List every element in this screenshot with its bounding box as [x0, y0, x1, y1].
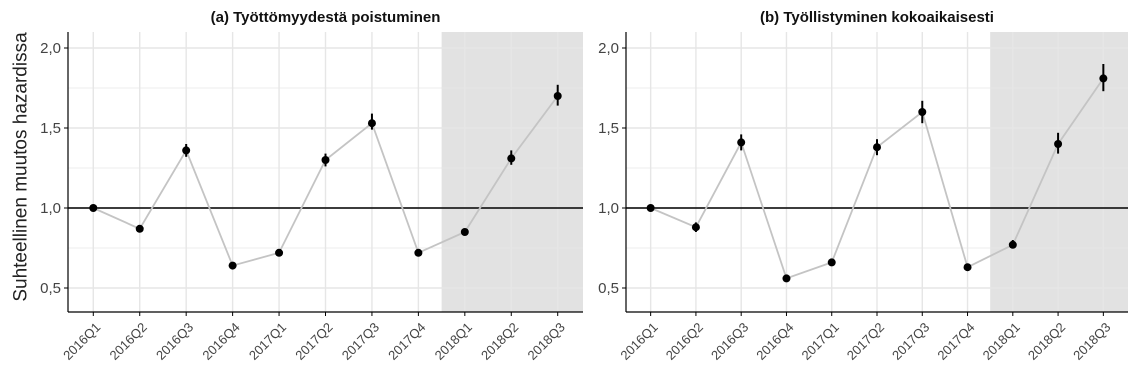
shaded-region [990, 32, 1128, 312]
data-point [1008, 240, 1017, 249]
x-tick-label: 2017Q4 [934, 320, 977, 363]
y-tick-label: 1,0 [40, 200, 61, 217]
data-point [646, 204, 655, 212]
x-tick-label: 2018Q3 [1070, 320, 1113, 363]
x-tick-label: 2016Q4 [199, 320, 242, 363]
y-tick-label: 1,5 [40, 120, 61, 137]
x-tick-label: 2017Q4 [385, 320, 428, 363]
x-tick-label: 2017Q3 [339, 320, 382, 363]
data-point [228, 261, 237, 270]
x-tick-label: 2016Q3 [153, 320, 196, 363]
x-tick-label: 2016Q3 [708, 320, 751, 363]
y-tick-label: 1,0 [598, 200, 619, 217]
data-point [367, 119, 376, 128]
x-tick-label: 2016Q4 [753, 320, 796, 363]
x-tick-label: 2016Q2 [663, 320, 706, 363]
data-point [553, 92, 562, 100]
y-tick-label: 2,0 [40, 40, 61, 57]
x-tick-label: 2017Q2 [292, 320, 335, 363]
y-tick-label: 1,5 [598, 120, 619, 137]
data-point [275, 248, 284, 257]
x-tick-label: 2018Q1 [980, 320, 1023, 363]
data-point [782, 274, 791, 283]
data-point [873, 143, 881, 152]
x-tick-label: 2016Q1 [60, 320, 103, 363]
shaded-region [441, 32, 583, 312]
panel-title: (a) Työttömyydestä poistuminen [211, 9, 441, 26]
x-tick-label: 2017Q2 [844, 320, 887, 363]
data-point [737, 138, 746, 147]
data-point [460, 228, 469, 236]
x-tick-label: 2017Q1 [799, 320, 842, 363]
data-point [414, 248, 423, 257]
data-point [691, 223, 700, 232]
data-point [827, 258, 836, 267]
data-point [89, 204, 98, 212]
panel-title: (b) Työllistyminen kokoaikaisesti [760, 9, 994, 26]
data-point [135, 224, 144, 233]
data-point [918, 108, 927, 116]
x-tick-label: 2018Q2 [478, 320, 521, 363]
x-tick-label: 2016Q1 [617, 320, 660, 363]
data-point [321, 156, 330, 164]
x-tick-label: 2016Q2 [107, 320, 150, 363]
x-tick-label: 2017Q3 [889, 320, 932, 363]
data-point [507, 154, 516, 163]
data-point [1099, 74, 1108, 83]
data-point [182, 146, 191, 155]
y-tick-label: 0,5 [598, 280, 619, 297]
x-tick-label: 2018Q1 [432, 320, 475, 363]
x-tick-label: 2017Q1 [246, 320, 289, 363]
data-point [963, 263, 972, 272]
data-point [1054, 140, 1063, 148]
x-tick-label: 2018Q3 [525, 320, 568, 363]
y-tick-label: 2,0 [598, 40, 619, 57]
y-tick-label: 0,5 [40, 280, 61, 297]
x-tick-label: 2018Q2 [1025, 320, 1068, 363]
